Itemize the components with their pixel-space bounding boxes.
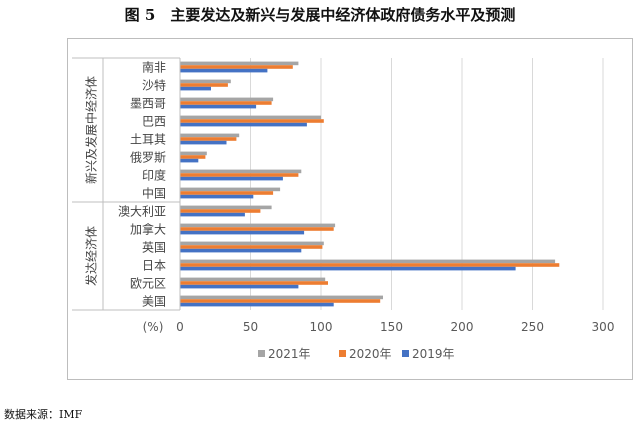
bar-欧元区-2019年: [180, 284, 299, 289]
bar-土耳其-2019年: [180, 140, 227, 145]
chart-frame: [67, 38, 633, 380]
bar-南非-2021年: [180, 61, 299, 66]
bar-英国-2020年: [180, 245, 323, 249]
bar-澳大利亚-2020年: [180, 209, 261, 213]
bar-中国-2021年: [180, 187, 281, 192]
category-label: 土耳其: [130, 133, 166, 147]
bar-欧元区-2020年: [180, 281, 328, 285]
bar-加拿大-2019年: [180, 230, 305, 235]
data-source-note: 数据来源：IMF: [4, 408, 83, 421]
bar-澳大利亚-2019年: [180, 212, 245, 217]
bar-沙特-2021年: [180, 79, 231, 84]
bar-印度-2019年: [180, 176, 283, 181]
category-label: 欧元区: [130, 277, 166, 291]
bar-印度-2020年: [180, 173, 299, 177]
legend-label: 2021年: [268, 347, 311, 361]
legend-label: 2019年: [412, 347, 455, 361]
bar-加拿大-2021年: [180, 223, 336, 228]
category-label: 英国: [142, 241, 166, 255]
bar-中国-2020年: [180, 191, 274, 195]
x-tick-label: 50: [243, 320, 258, 334]
bar-南非-2020年: [180, 65, 293, 69]
group-label: 发达经济体: [84, 226, 99, 286]
bar-欧元区-2021年: [180, 277, 326, 282]
bar-澳大利亚-2021年: [180, 205, 272, 210]
legend-swatch-2021年: [258, 350, 265, 357]
bar-俄罗斯-2020年: [180, 155, 206, 159]
x-tick-label: 150: [380, 320, 403, 334]
bar-土耳其-2021年: [180, 133, 240, 138]
bar-加拿大-2020年: [180, 227, 334, 231]
x-tick-label: 200: [451, 320, 474, 334]
legend-swatch-2019年: [402, 350, 409, 357]
bar-俄罗斯-2019年: [180, 158, 199, 163]
bar-美国-2020年: [180, 299, 381, 303]
legend-label: 2020年: [349, 347, 392, 361]
bar-英国-2019年: [180, 248, 302, 253]
bar-印度-2021年: [180, 169, 302, 174]
bar-美国-2021年: [180, 295, 383, 300]
category-label: 印度: [142, 168, 166, 183]
x-tick-label: 0: [176, 320, 184, 334]
bar-墨西哥-2019年: [180, 104, 257, 109]
category-label: 俄罗斯: [130, 151, 166, 165]
bar-巴西-2021年: [180, 115, 321, 120]
category-label: 南非: [142, 60, 166, 75]
x-tick-label: 250: [521, 320, 544, 334]
bar-土耳其-2020年: [180, 137, 237, 141]
category-label: 沙特: [142, 78, 166, 93]
bar-日本-2019年: [180, 266, 516, 271]
bar-美国-2019年: [180, 302, 334, 307]
category-label: 美国: [142, 295, 166, 309]
category-label: 加拿大: [130, 222, 166, 237]
group-label: 新兴及发展中经济体: [84, 76, 99, 184]
legend-swatch-2020年: [339, 350, 346, 357]
figure-title: 图 5 主要发达及新兴与发展中经济体政府债务水平及预测: [124, 6, 516, 24]
bar-中国-2019年: [180, 194, 254, 199]
category-label: 日本: [142, 259, 166, 273]
bar-沙特-2020年: [180, 83, 228, 87]
bar-巴西-2020年: [180, 119, 324, 123]
bar-墨西哥-2021年: [180, 97, 274, 102]
category-label: 中国: [142, 186, 166, 201]
bar-俄罗斯-2021年: [180, 151, 207, 156]
x-tick-label: 300: [592, 320, 615, 334]
bar-南非-2019年: [180, 68, 268, 73]
bar-日本-2020年: [180, 263, 560, 267]
category-label: 巴西: [142, 115, 166, 129]
bar-巴西-2019年: [180, 122, 307, 127]
x-unit-label: (%): [143, 320, 164, 334]
category-label: 澳大利亚: [118, 205, 166, 219]
bar-日本-2021年: [180, 259, 556, 264]
x-tick-label: 100: [310, 320, 333, 334]
bar-英国-2021年: [180, 241, 324, 246]
category-label: 墨西哥: [130, 97, 166, 111]
bar-墨西哥-2020年: [180, 101, 272, 105]
bar-沙特-2019年: [180, 86, 211, 91]
